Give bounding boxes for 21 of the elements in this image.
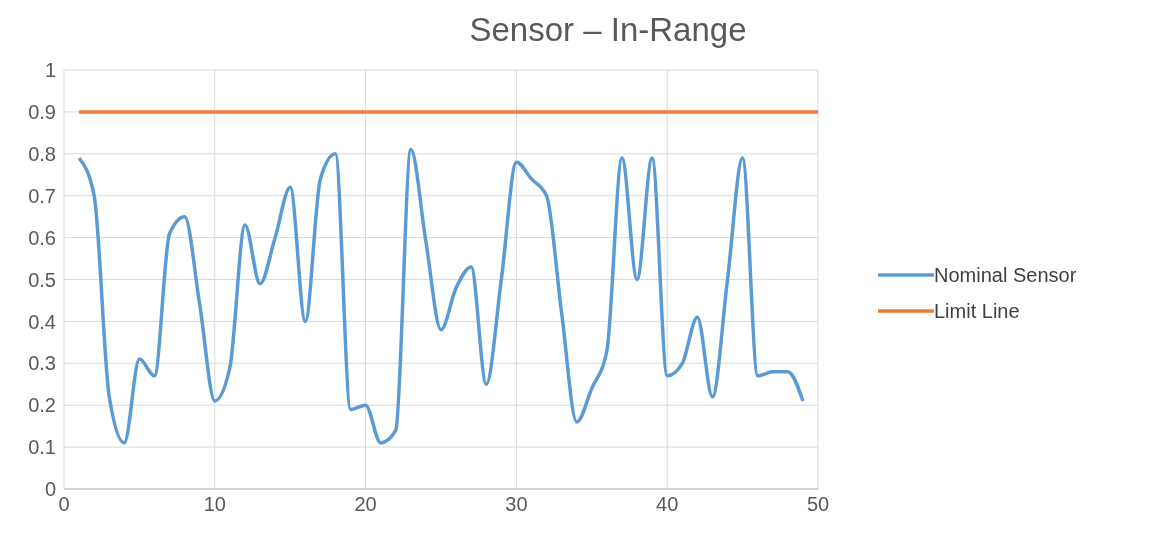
y-tick-label: 0.8	[28, 142, 56, 165]
x-tick-label: 40	[656, 493, 679, 516]
y-tick-label: 1	[44, 59, 56, 82]
y-tick-label: 0.7	[28, 184, 56, 207]
x-tick-label: 10	[203, 493, 226, 516]
x-tick-label: 50	[806, 493, 830, 516]
y-tick-label: 0	[44, 478, 56, 501]
y-tick-label: 0.3	[28, 352, 56, 375]
y-tick-label: 0.5	[28, 268, 56, 291]
y-tick-label: 0.4	[28, 310, 56, 333]
x-tick-label: 0	[58, 493, 70, 516]
y-tick-label: 0.2	[28, 394, 56, 417]
line-series	[77, 147, 805, 445]
legend-label: Limit Line	[934, 299, 1020, 323]
y-tick-label: 0.1	[28, 436, 56, 459]
chart-title: Sensor – In-Range	[468, 10, 748, 50]
y-tick-label: 0.6	[28, 226, 56, 249]
x-tick-label: 30	[505, 493, 528, 516]
legend-label: Nominal Sensor	[934, 263, 1077, 287]
x-tick-label: 20	[354, 493, 377, 516]
y-tick-label: 0.9	[28, 101, 56, 123]
